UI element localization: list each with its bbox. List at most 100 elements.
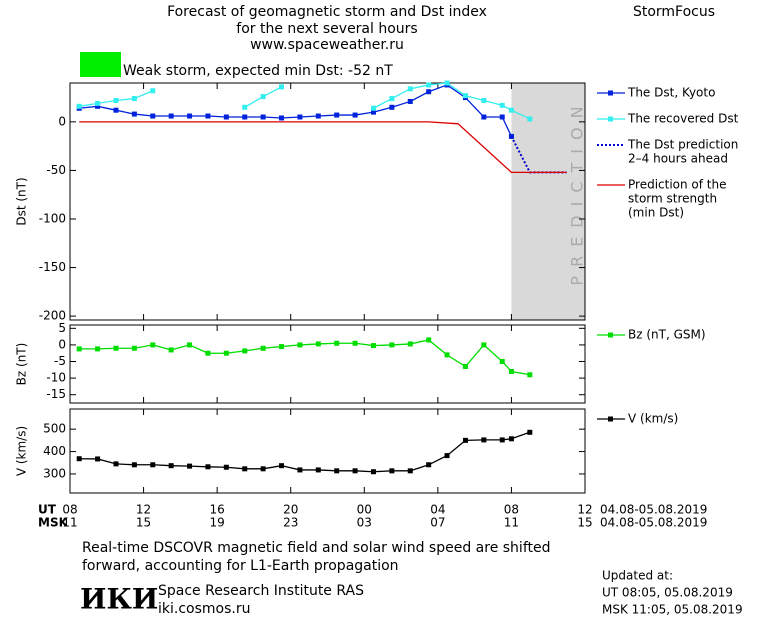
data-point [168,113,174,119]
x-tick-label: 08 [504,503,519,517]
data-point [462,363,468,369]
y-axis-label: V (km/s) [15,426,29,476]
y-axis-label: Bz (nT) [15,343,29,386]
series-line [79,84,513,137]
plot-frame [69,408,586,494]
data-point [499,114,505,120]
data-point [499,359,505,365]
data-point [508,436,514,442]
data-point [508,368,514,374]
data-point [334,340,340,346]
plot-frame [69,82,586,321]
data-point [407,341,413,347]
x-tick-label: 08 [62,503,77,517]
data-point [223,114,229,120]
data-point [260,94,266,100]
data-point [389,96,395,102]
data-point [315,467,321,473]
data-point [426,337,432,343]
data-point [260,114,266,120]
data-point [481,437,487,443]
data-point [279,115,285,121]
data-point [113,107,119,113]
data-point [150,113,156,119]
legend-label: The Dst, Kyoto [627,86,715,100]
data-point [279,344,285,350]
legend-label: The Dst prediction [627,138,738,152]
x-row-label: UT [38,503,57,517]
status-text: Weak storm, expected min Dst: -52 nT [123,63,393,79]
data-point [444,80,450,86]
site: iki.cosmos.ru [158,601,250,617]
data-point [462,93,468,99]
series-line [79,339,530,376]
data-point [76,346,82,352]
data-point [242,348,248,354]
data-point [131,462,137,468]
shade-label: PREDICTION [568,97,587,285]
y-tick-label: -100 [39,211,66,225]
data-point [352,112,358,118]
legend-label: V (km/s) [628,412,678,426]
legend-marker [608,90,613,96]
data-point [315,113,321,119]
data-point [370,109,376,115]
prediction-shade [511,83,585,320]
updated-line: Updated at: [602,569,673,583]
data-point [481,97,487,103]
data-point [297,342,303,348]
series-line [79,431,531,473]
data-point [352,468,358,474]
data-point [95,103,101,109]
x-tick-label: 03 [357,516,372,530]
x-tick-label: 11 [62,516,77,530]
data-point [260,345,266,351]
data-point [426,89,432,95]
x-tick-label: 23 [283,516,298,530]
data-point [150,88,156,94]
data-point [95,456,101,462]
data-point [95,100,101,106]
y-tick-label: 400 [43,444,66,458]
x-tick-label: 12 [136,503,151,517]
data-point [131,96,137,102]
data-point [508,107,514,113]
x-tick-label: 11 [504,516,519,530]
data-point [481,114,487,120]
data-point [297,114,303,120]
data-point [95,346,101,352]
title-line: Forecast of geomagnetic storm and Dst in… [167,4,487,20]
data-point [527,429,533,435]
x-tick-label: 00 [357,503,372,517]
updated-line: MSK 11:05, 05.08.2019 [602,603,743,617]
x-tick-label: 15 [136,516,151,530]
data-point [407,98,413,104]
data-point [389,468,395,474]
legend-marker [608,416,613,422]
data-point [76,456,82,462]
legend-marker [608,116,613,122]
data-point [205,113,211,119]
data-point [131,345,137,351]
legend-label: The recovered Dst [627,112,739,126]
data-point [187,113,193,119]
data-point [444,352,450,358]
data-point [242,466,248,472]
data-point [426,82,432,88]
title-line: for the next several hours [236,21,417,37]
data-point [76,103,82,109]
y-tick-label: -150 [39,260,66,274]
data-point [407,86,413,92]
legend-label: (min Dst) [628,206,684,220]
x-tick-label: 07 [430,516,445,530]
data-point [426,462,432,468]
data-point [462,437,468,443]
data-point [205,464,211,470]
y-tick-label: 0 [58,337,66,351]
x-tick-label: 19 [210,516,225,530]
legend-label: Prediction of the [628,178,727,192]
series-line [373,82,531,120]
data-point [242,114,248,120]
x-row-label: MSK [38,516,69,530]
